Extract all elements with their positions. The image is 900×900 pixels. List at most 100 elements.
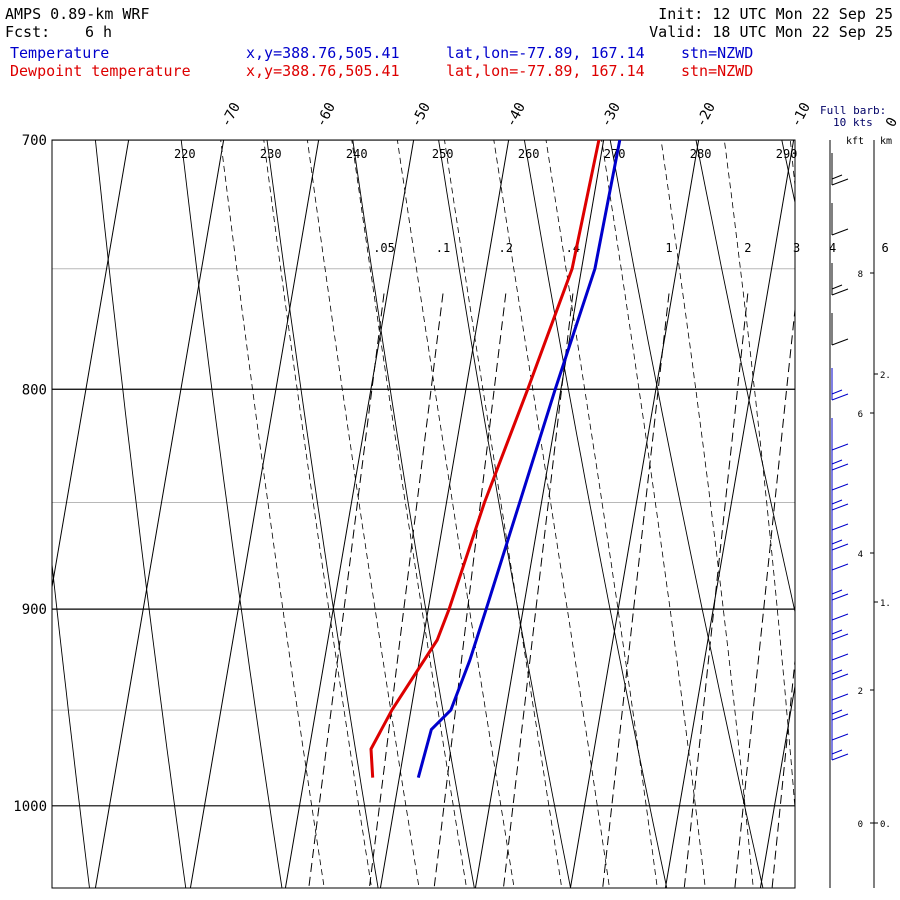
isotherm	[759, 683, 795, 888]
barb-feather	[831, 443, 849, 451]
barb-feather	[831, 228, 849, 236]
mixing-ratio-line	[502, 293, 574, 888]
legend-temperature-xy: x,y=388.76,505.41	[246, 44, 400, 62]
valid-time: Valid: 18 UTC Mon 22 Sep 25	[649, 23, 893, 41]
plot-frame	[51, 139, 796, 889]
barb-feather	[831, 288, 849, 296]
isotherm	[0, 140, 34, 888]
dry-adiabat	[609, 140, 764, 888]
moist-adiabat	[601, 140, 706, 888]
wind-barb	[831, 313, 849, 346]
barb-feather	[831, 389, 843, 395]
barb-feather	[831, 613, 849, 621]
mixing-ratio-label: .2	[499, 241, 513, 255]
mixing-ratio-line	[433, 293, 507, 888]
isotherm	[284, 140, 415, 888]
legend-dewpoint-station: stn=NZWD	[681, 62, 754, 80]
wind-barb	[831, 203, 849, 236]
km-tick-label: 1.	[880, 599, 891, 609]
mixing-ratio-label: .1	[436, 241, 450, 255]
wind-barb	[831, 568, 849, 601]
theta-label: 220	[174, 147, 196, 161]
isotherm-tick-label: 0	[883, 115, 900, 130]
isotherm-tick-label: -30	[598, 100, 624, 130]
dry-adiabat	[523, 140, 668, 888]
barb-feather	[831, 633, 849, 641]
barb-feather	[831, 483, 849, 491]
theta-label: 270	[604, 147, 626, 161]
wind-barb	[831, 368, 849, 401]
forecast-hours: 6 h	[85, 23, 113, 41]
moist-adiabat	[263, 140, 373, 888]
wind-barb	[831, 688, 849, 721]
isotherm-tick-label: -70	[218, 100, 244, 130]
mixing-ratio-line	[683, 293, 749, 888]
isotherm	[189, 140, 320, 888]
barb-feather	[831, 693, 849, 701]
barb-feather	[831, 709, 843, 715]
mixing-ratio-label: 3	[793, 241, 800, 255]
barb-feather	[831, 499, 843, 505]
legend-dewpoint-xy: x,y=388.76,505.41	[246, 62, 400, 80]
legend-temperature-label: Temperature	[10, 44, 110, 62]
mixing-ratio-label: .05	[373, 241, 395, 255]
barb-feather	[831, 669, 843, 675]
wind-barb	[831, 518, 849, 551]
init-time: Init: 12 UTC Mon 22 Sep 25	[658, 5, 893, 23]
dry-adiabat	[438, 140, 572, 888]
barb-feather	[831, 178, 849, 186]
dry-adiabat	[180, 140, 283, 888]
dry-adiabat	[695, 140, 795, 614]
moist-adiabat	[220, 140, 325, 888]
legend-temperature-latlon: lat,lon=-77.89, 167.14	[446, 44, 645, 62]
barb-feather	[831, 338, 849, 346]
sounding-series	[369, 140, 622, 778]
moist-adiabat	[545, 140, 658, 888]
mixing-ratio-line	[602, 293, 670, 888]
dry-adiabat	[352, 140, 475, 888]
dewpoint-line	[369, 140, 601, 778]
isotherm-tick-label: -60	[313, 100, 339, 130]
barb-feather	[831, 174, 843, 180]
moist-adiabat	[306, 140, 420, 888]
wind-barb	[831, 538, 849, 571]
pressure-tick-label: 700	[22, 133, 47, 149]
isotherm	[855, 140, 900, 888]
dry-adiabat	[266, 140, 379, 888]
wind-barb	[831, 153, 849, 186]
mixing-ratio-line	[368, 293, 444, 888]
moist-adiabat	[789, 140, 795, 190]
wind-barb	[831, 478, 849, 511]
height-ticks: 0 2 4 6 8 0. 1. 2.	[858, 270, 891, 830]
barb-feather	[831, 733, 849, 741]
barb-feather	[831, 593, 849, 601]
barb-feather	[831, 503, 849, 511]
km-tick-label: 0.	[880, 820, 891, 830]
km-tick-label: 2.	[880, 371, 891, 381]
isotherm	[664, 140, 795, 888]
wind-barb	[831, 728, 849, 761]
barb-feather	[831, 749, 843, 755]
mixing-ratio-label: 2	[744, 241, 751, 255]
wind-barb	[831, 648, 849, 681]
dry-adiabat	[94, 140, 187, 888]
isotherm	[379, 140, 510, 888]
kft-tick-label: 8	[858, 270, 863, 280]
moist-adiabat	[660, 140, 754, 888]
mixing-ratio-label: 6	[881, 241, 888, 255]
theta-label: 250	[432, 147, 454, 161]
kft-tick-label: 2	[858, 687, 863, 697]
barb-feather	[831, 653, 849, 661]
isotherm-tick-label: -10	[788, 100, 814, 130]
wind-barbs	[831, 153, 849, 761]
mixing-ratio-label: 1	[665, 241, 672, 255]
wind-barb	[831, 263, 849, 296]
barb-feather	[831, 673, 849, 681]
barb-feather	[831, 753, 849, 761]
isotherm-tick-label: -20	[693, 100, 719, 130]
barb-legend-line2: 10 kts	[833, 116, 873, 129]
temperature-line	[416, 140, 622, 778]
wind-barb	[831, 608, 849, 641]
